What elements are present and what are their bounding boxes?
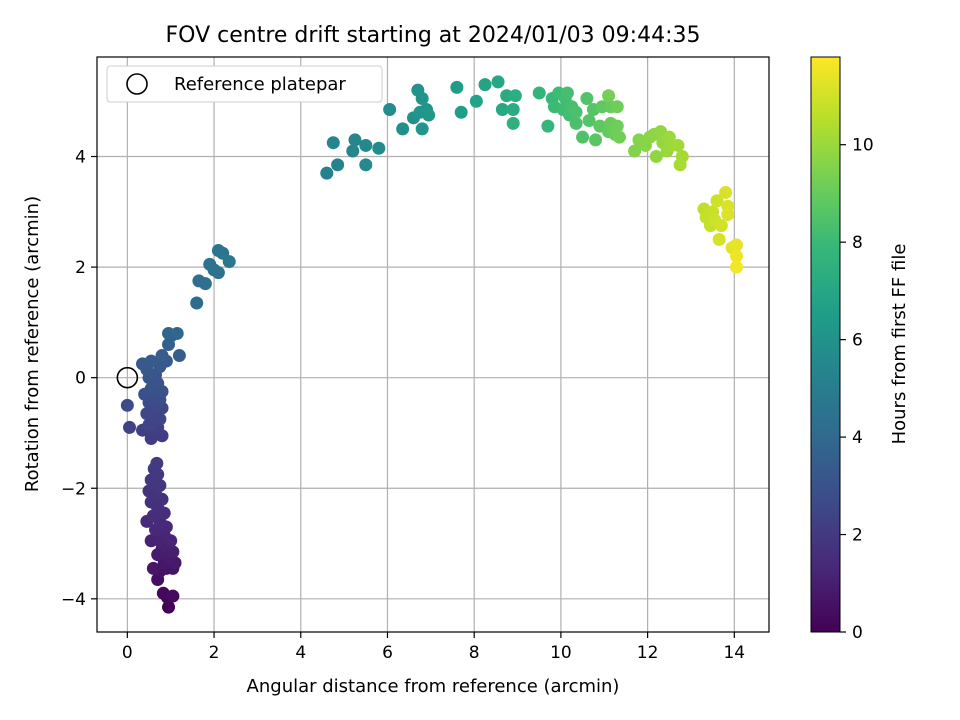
legend-marker-icon (126, 73, 148, 95)
data-point (346, 144, 360, 158)
data-point (712, 232, 726, 246)
data-point (166, 589, 180, 603)
x-tick-label: 12 (637, 643, 659, 663)
data-point (721, 208, 735, 222)
data-point (140, 407, 154, 421)
data-point (190, 296, 204, 310)
data-point (450, 80, 464, 94)
data-point (162, 600, 176, 614)
data-point (714, 219, 728, 233)
data-point (146, 561, 160, 575)
x-tick-label: 8 (469, 643, 480, 663)
chart-title: FOV centre drift starting at 2024/01/03 … (166, 23, 701, 48)
legend-label: Reference platepar (174, 74, 346, 95)
data-point (415, 91, 429, 105)
data-point (580, 91, 594, 105)
scatter-points (120, 75, 743, 614)
colorbar-tick-label: 4 (852, 428, 863, 448)
data-point (495, 103, 509, 117)
x-axis-label: Angular distance from reference (arcmin) (247, 676, 620, 697)
data-point (359, 158, 373, 172)
y-axis-ticks: −4 −2 0 2 4 (61, 148, 97, 610)
y-tick-label: 4 (75, 148, 86, 168)
data-point (569, 116, 583, 130)
data-point (582, 114, 596, 128)
data-point (123, 420, 137, 434)
data-point (673, 158, 687, 172)
data-point (576, 130, 590, 144)
x-tick-label: 4 (295, 643, 306, 663)
data-point (170, 326, 184, 340)
colorbar-tick-label: 6 (852, 331, 863, 351)
y-tick-label: 2 (75, 258, 86, 278)
data-point (569, 105, 583, 119)
data-point (729, 238, 743, 252)
data-point (541, 119, 555, 133)
data-point (719, 185, 733, 199)
data-point (142, 484, 156, 498)
data-point (415, 122, 429, 136)
colorbar-gradient (810, 56, 841, 633)
data-point (198, 277, 212, 291)
x-tick-label: 10 (550, 643, 572, 663)
colorbar-tick-label: 8 (852, 233, 863, 253)
data-point (454, 105, 468, 119)
data-point (478, 78, 492, 92)
reference-platepar-marker (116, 366, 139, 389)
data-point (612, 130, 626, 144)
x-tick-label: 14 (723, 643, 745, 663)
data-point (649, 150, 663, 164)
data-point (320, 166, 334, 180)
data-point (172, 349, 186, 363)
legend-box (106, 65, 383, 103)
data-point (560, 86, 574, 100)
data-point (729, 260, 743, 274)
data-point (671, 138, 685, 152)
data-point (710, 194, 724, 208)
data-point (506, 103, 520, 117)
data-point (211, 266, 225, 280)
data-point (729, 249, 743, 263)
data-point (383, 103, 397, 117)
y-tick-label: −2 (61, 479, 86, 499)
data-point (508, 89, 522, 103)
data-point (610, 100, 624, 114)
y-tick-label: 0 (75, 369, 86, 389)
colorbar: 0 2 4 6 8 10 Hours from first FF file (810, 56, 910, 643)
data-point (532, 86, 546, 100)
data-point (222, 255, 236, 269)
data-point (628, 144, 642, 158)
data-point (155, 349, 169, 363)
x-tick-label: 6 (382, 643, 393, 663)
data-point (506, 116, 520, 130)
colorbar-tick-label: 10 (852, 136, 874, 156)
colorbar-label: Hours from first FF file (889, 244, 910, 445)
colorbar-tick-label: 2 (852, 526, 863, 546)
data-point (331, 158, 345, 172)
data-point (396, 122, 410, 136)
plot-frame (96, 56, 770, 633)
data-point (348, 133, 362, 147)
x-tick-label: 2 (209, 643, 220, 663)
x-axis-ticks: 0 2 4 6 8 10 12 14 (122, 632, 745, 663)
data-point (602, 89, 616, 103)
data-point (150, 456, 164, 470)
data-point (610, 119, 624, 133)
data-point (491, 75, 505, 89)
data-point (469, 94, 483, 108)
data-point (589, 133, 603, 147)
data-point (422, 108, 436, 122)
data-point (144, 354, 158, 368)
colorbar-tick-label: 0 (852, 623, 863, 643)
legend: Reference platepar (106, 65, 383, 103)
data-point (120, 398, 134, 412)
y-axis-label: Rotation from reference (arcmin) (22, 196, 43, 492)
y-tick-label: −4 (61, 590, 86, 610)
colorbar-ticks: 0 2 4 6 8 10 (840, 136, 874, 643)
x-tick-label: 0 (122, 643, 133, 663)
data-point (359, 138, 373, 152)
data-point (372, 141, 386, 155)
data-point (326, 136, 340, 150)
